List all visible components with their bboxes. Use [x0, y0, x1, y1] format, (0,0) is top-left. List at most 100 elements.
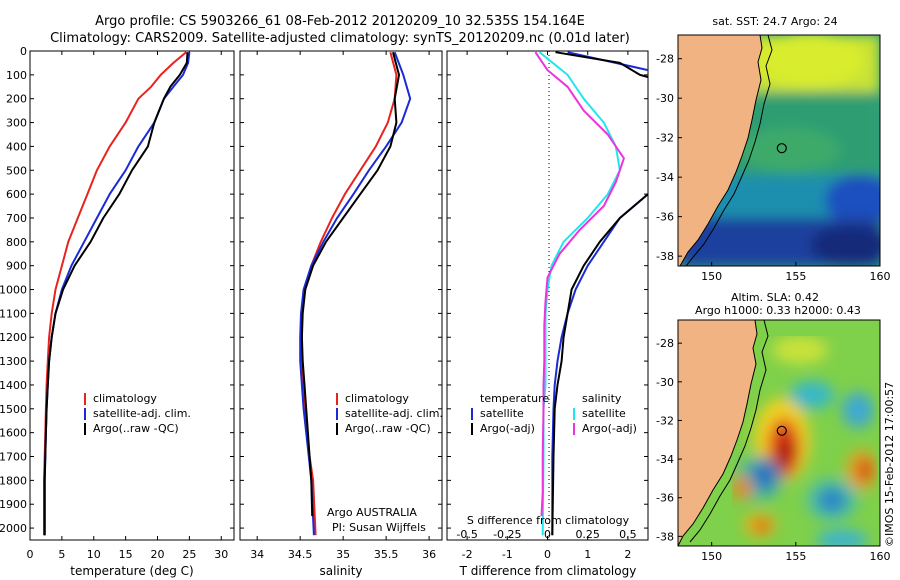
sst-map-panel: sat. SST: 24.7 Argo: 24 150 155 160 -28 -30 -…	[656, 15, 890, 283]
temperature-axis-ticks: 0 5 10 15 20 25 30	[27, 51, 228, 561]
salinity-difference-tick-label: 0.25	[575, 528, 600, 541]
sla-low-east-ring	[806, 478, 858, 522]
salinity-difference-tick-label: -0.5	[456, 528, 477, 541]
temperature-difference-tick-label: 2	[624, 548, 631, 561]
coastline-sla	[678, 320, 758, 546]
depth-tick-label: 1900	[0, 498, 27, 511]
latitude-tick-label: -38	[656, 530, 674, 543]
salinity-difference-axis-label: S difference from climatology	[467, 514, 630, 527]
title-line2: Climatology: CARS2009. Satellite-adjuste…	[50, 31, 630, 46]
sla-cyan-east	[816, 530, 868, 546]
temperature-tick-label: 25	[182, 548, 196, 561]
longitude-tick-label: 160	[870, 550, 891, 563]
profile-line-salinity-1	[299, 51, 412, 536]
float-location-marker-sst	[776, 143, 787, 154]
depth-tick-label: 1000	[0, 284, 27, 297]
latitude-tick-label: -34	[656, 453, 674, 466]
salinity-tick-label: 34	[250, 548, 264, 561]
salinity-difference-tick-label: 0	[544, 528, 551, 541]
temperature-tick-label: 20	[151, 548, 165, 561]
sst-cold-core	[810, 225, 880, 265]
depth-tick-label: 2000	[0, 522, 27, 535]
sla-map-field	[678, 320, 880, 546]
salinity-difference-tick-label: 0.5	[619, 528, 637, 541]
depth-tick-label: 1200	[0, 331, 27, 344]
temperature-plot-frame	[29, 50, 235, 541]
legend-label-argo: Argo(..raw -QC)	[93, 422, 179, 435]
sla-low-north	[790, 381, 834, 409]
temperature-tick-label: 0	[27, 548, 34, 561]
depth-tick-label: 1400	[0, 379, 27, 392]
temperature-profiles	[43, 51, 191, 536]
sla-map-panel: Altim. SLA: 0.42 Argo h1000: 0.33 h2000:…	[656, 291, 890, 563]
latitude-tick-label: -38	[656, 250, 674, 263]
temperature-difference-tick-label: -2	[462, 548, 473, 561]
argo-program-label: Argo AUSTRALIA	[327, 506, 417, 519]
latitude-tick-label: -36	[656, 211, 674, 224]
legend-heading-temperature: temperature	[480, 392, 549, 405]
longitude-tick-label: 155	[785, 270, 806, 283]
australia-land-sla	[678, 320, 757, 546]
legend-label-climatology: climatology	[93, 392, 157, 405]
salinity-difference-ticks: -0.5 -0.25 0 0.25 0.5	[456, 528, 636, 541]
sla-map-title-line2: Argo h1000: 0.33 h2000: 0.43	[695, 304, 861, 317]
difference-panel: -2 -1 0 1 2 temperature satellite Argo(-adj)…	[446, 50, 649, 578]
salinity-panel: 34 34.5 35 35.5 36 salinity climatology sate…	[239, 50, 443, 578]
isobath-sla	[689, 320, 769, 543]
legend-label-argo: Argo(..raw -QC)	[345, 422, 431, 435]
depth-tick-label: 800	[6, 236, 27, 249]
depth-tick-label: 300	[6, 117, 27, 130]
depth-tick-label: 1600	[0, 427, 27, 440]
salinity-profiles	[299, 51, 412, 536]
depth-tick-label: 400	[6, 140, 27, 153]
latitude-tick-label: -30	[656, 92, 674, 105]
sst-mid-patch	[740, 128, 840, 172]
legend-label-satellite: satellite-adj. clim.	[93, 407, 191, 420]
latitude-tick-label: -30	[656, 376, 674, 389]
sla-map-title-line1: Altim. SLA: 0.42	[731, 291, 819, 304]
latitude-tick-label: -28	[656, 53, 674, 66]
salinity-plot-frame	[239, 50, 443, 541]
salinity-tick-label: 36	[422, 548, 436, 561]
profile-line-difference-0	[551, 51, 648, 536]
legend-label-climatology: climatology	[345, 392, 409, 405]
temperature-tick-label: 10	[87, 548, 101, 561]
longitude-tick-label: 160	[870, 270, 891, 283]
principal-investigator-label: PI: Susan Wijffels	[332, 521, 426, 534]
temperature-difference-axis-label: T difference from climatology	[459, 564, 637, 578]
depth-tick-label: 1800	[0, 474, 27, 487]
temperature-panel: 0100200300400500600700800900100011001200…	[0, 45, 235, 578]
sst-map-title: sat. SST: 24.7 Argo: 24	[712, 15, 837, 28]
depth-tick-label: 100	[6, 69, 27, 82]
legend-heading-salinity: salinity	[582, 392, 622, 405]
depth-tick-label: 1300	[0, 355, 27, 368]
temperature-difference-tick-label: -1	[502, 548, 513, 561]
sst-map-ticks: 150 155 160 -28 -30 -32 -34 -36 -38	[656, 53, 890, 283]
latitude-tick-label: -32	[656, 132, 674, 145]
legend-label-temperature-satellite: satellite	[480, 407, 524, 420]
latitude-tick-label: -36	[656, 492, 674, 505]
temperature-difference-ticks: -2 -1 0 1 2	[462, 51, 631, 561]
difference-depth-ticks	[447, 50, 648, 529]
depth-axis-ticks: 0 100 200 300 400 500 600 700 800 900 1000 1100 1200…	[0, 45, 234, 535]
longitude-tick-label: 150	[701, 270, 722, 283]
temperature-legend: climatology satellite-adj. clim. Argo(..…	[84, 392, 191, 435]
sla-high-peak	[778, 436, 794, 468]
depth-tick-label: 1100	[0, 307, 27, 320]
latitude-tick-label: -34	[656, 171, 674, 184]
salinity-tick-label: 35.5	[374, 548, 399, 561]
coastline-sst	[679, 35, 763, 266]
depth-tick-label: 700	[6, 212, 27, 225]
sla-map-frame	[677, 319, 881, 547]
depth-tick-label: 900	[6, 260, 27, 273]
difference-legend: temperature satellite Argo(-adj) salinit…	[471, 392, 637, 435]
profile-line-difference-1	[551, 51, 648, 536]
legend-label-salinity-argo: Argo(-adj)	[582, 422, 637, 435]
sla-low-northeast	[842, 392, 874, 428]
temperature-tick-label: 30	[214, 548, 228, 561]
depth-tick-label: 200	[6, 93, 27, 106]
longitude-tick-label: 155	[785, 550, 806, 563]
salinity-depth-ticks	[240, 50, 442, 529]
salinity-tick-label: 35	[336, 548, 350, 561]
temperature-difference-tick-label: 1	[584, 548, 591, 561]
